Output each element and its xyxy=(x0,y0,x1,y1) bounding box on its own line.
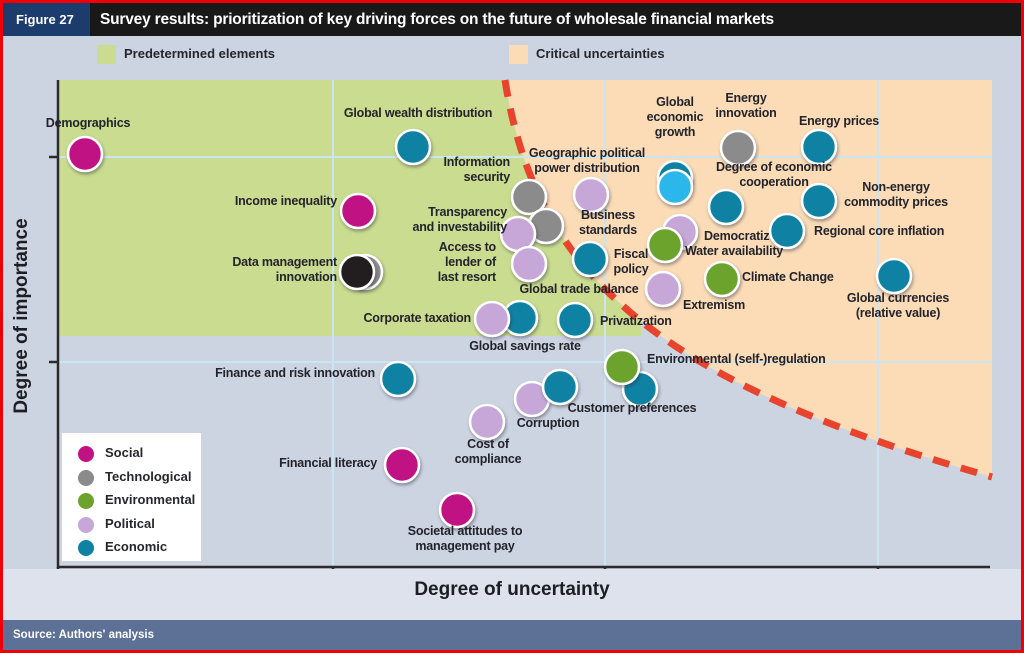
legend-item-environmental: Environmental xyxy=(78,490,201,514)
legend-item-economic: Economic xyxy=(78,537,201,561)
point-customer-preferences xyxy=(541,368,579,406)
point-climate-change xyxy=(703,260,741,298)
figure-number-tag: Figure 27 xyxy=(3,3,90,36)
point-environmental-self-regulation xyxy=(603,348,641,386)
y-axis-title: Degree of importance xyxy=(11,218,32,414)
point-degree-of-economic-cooperation xyxy=(707,188,745,226)
legend-dot xyxy=(78,493,94,510)
legend-dot xyxy=(78,469,94,486)
point-societal-attitudes-to-management-pay xyxy=(438,491,476,529)
point-finance-and-risk-innovation xyxy=(379,360,417,398)
gridlines xyxy=(58,80,992,566)
x-axis-band xyxy=(3,569,1021,620)
point-geographic-political-power-distribution xyxy=(572,176,610,214)
point-privatization xyxy=(556,301,594,339)
point-financial-literacy xyxy=(383,446,421,484)
point-cost-of-compliance xyxy=(468,403,506,441)
point-access-to-lender-of-last-resort xyxy=(510,245,548,283)
figure-title: Survey results: prioritization of key dr… xyxy=(100,11,774,28)
point-energy-innovation xyxy=(719,129,757,167)
point-water-availability xyxy=(646,226,684,264)
region-legend-band: Predetermined elements Critical uncertain… xyxy=(3,36,1021,80)
point-information-security xyxy=(510,178,548,216)
point-fiscal-policy xyxy=(571,240,609,278)
legend-item-technological: Technological xyxy=(78,467,201,491)
point-demographics xyxy=(66,135,104,173)
region-swatch xyxy=(509,45,528,64)
point-corporate-taxation xyxy=(473,300,511,338)
point-data-management-innovation xyxy=(338,253,376,291)
legend-item-social: Social xyxy=(78,443,201,467)
scatter-plot xyxy=(49,79,993,575)
point-income-inequality xyxy=(339,192,377,230)
point-extremism xyxy=(644,270,682,308)
point-non-energy-commodity-prices xyxy=(800,182,838,220)
legend-label: Technological xyxy=(105,468,192,484)
point-global-wealth-distribution xyxy=(394,128,432,166)
legend-label: Environmental xyxy=(105,492,196,508)
legend-dot xyxy=(78,446,94,462)
point-energy-prices xyxy=(800,128,838,166)
point-global-currencies xyxy=(875,257,913,295)
region-label: Predetermined elements xyxy=(124,46,276,61)
critical-uncertainties-region xyxy=(505,80,992,477)
legend-label: Social xyxy=(105,445,144,460)
region-swatch xyxy=(97,45,116,64)
source-bar: Source: Authors' analysis xyxy=(3,620,1021,650)
legend-dot xyxy=(78,540,94,557)
figure-stage: Figure 27 Survey results: prioritization… xyxy=(3,3,1021,650)
x-axis-title: Degree of uncertainty xyxy=(414,579,610,600)
point-regional-core-inflation xyxy=(768,212,806,250)
region-label: Critical uncertainties xyxy=(536,46,665,61)
category-legend: Social Technological Environmental Politica… xyxy=(62,433,201,561)
legend-label: Economic xyxy=(105,539,168,555)
uncertainty-divider-dashed-curve xyxy=(501,79,993,481)
data-points-layer xyxy=(66,128,913,529)
legend-label: Political xyxy=(105,515,155,531)
source-text: Source: Authors' analysis xyxy=(13,629,154,641)
title-bar: Figure 27 Survey results: prioritization… xyxy=(3,3,1021,36)
point-global-economic-growth xyxy=(656,168,694,206)
legend-item-political: Political xyxy=(78,514,201,538)
legend-dot xyxy=(78,516,94,533)
